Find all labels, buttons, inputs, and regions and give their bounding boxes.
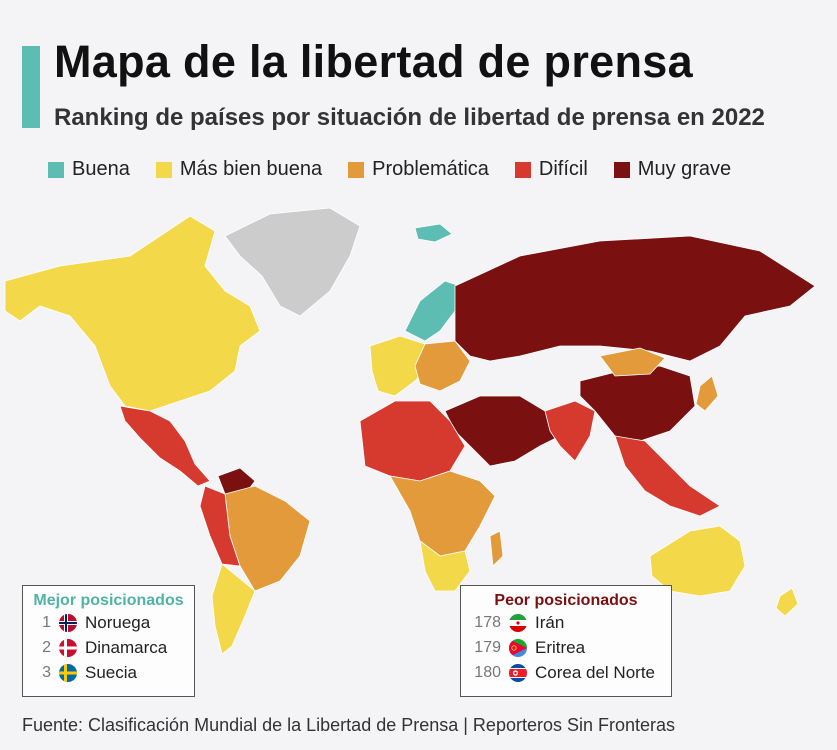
region-central-africa [389, 470, 496, 557]
denmark-flag-icon [59, 638, 77, 657]
country-name: Irán [535, 612, 565, 632]
legend-swatch [613, 161, 630, 178]
region-eastern-europe [414, 340, 471, 392]
rank-number: 180 [474, 663, 501, 681]
rank-row: 178 Irán [461, 610, 671, 635]
world-map [4, 207, 816, 655]
rank-number: 179 [474, 638, 501, 656]
worst-ranked-title: Peor posicionados [494, 592, 638, 609]
region-north-america [4, 215, 261, 412]
rank-row: 1 Noruega [23, 610, 194, 635]
legend-label: Difícil [538, 158, 588, 180]
legend-item-muy-grave: Muy grave [613, 158, 732, 181]
region-western-europe [369, 335, 431, 397]
rank-number: 178 [474, 613, 501, 631]
rank-number: 2 [42, 638, 51, 656]
region-mongolia [599, 347, 666, 377]
region-madagascar [489, 530, 504, 567]
region-scandinavia [404, 280, 461, 342]
north-korea-flag-icon [509, 663, 527, 682]
legend-swatch [348, 161, 365, 178]
country-name: Dinamarca [85, 637, 168, 657]
country-name: Corea del Norte [535, 662, 656, 682]
region-southern-africa [419, 540, 471, 592]
region-southeast-asia [614, 435, 721, 517]
legend-item-mas-bien-buena: Más bien buena [155, 158, 323, 181]
legend: Buena Más bien buena Problemática Difíci… [48, 158, 731, 181]
region-greenland [224, 207, 361, 317]
region-australia [649, 525, 746, 597]
country-name: Suecia [85, 662, 137, 682]
legend-label: Muy grave [637, 158, 732, 180]
legend-item-dificil: Difícil [514, 158, 588, 181]
rank-row: 2 Dinamarca [23, 635, 194, 660]
region-china [579, 365, 696, 442]
rank-row: 3 Suecia [23, 660, 194, 685]
legend-item-buena: Buena [48, 158, 130, 181]
country-name: Noruega [85, 612, 151, 632]
legend-swatch [155, 161, 172, 178]
legend-swatch [48, 161, 64, 178]
region-india [544, 400, 596, 462]
page-subtitle: Ranking de países por situación de liber… [54, 104, 765, 131]
best-ranked-title: Mejor posicionados [33, 592, 184, 609]
region-iceland [414, 223, 453, 243]
region-north-africa [359, 400, 466, 482]
page-title: Mapa de la libertad de prensa [54, 36, 693, 87]
legend-item-problematica: Problemática [348, 158, 489, 181]
rank-row: 179 Eritrea [461, 635, 671, 660]
eritrea-flag-icon [509, 638, 527, 657]
region-new-zealand [775, 587, 799, 617]
region-south-america-west [199, 485, 241, 567]
region-southern-cone [211, 563, 256, 655]
rank-number: 1 [42, 613, 51, 631]
best-ranked-box: Mejor posicionados 1 Noruega 2 Dinamarca… [22, 585, 195, 697]
country-name: Eritrea [535, 637, 586, 657]
legend-label: Más bien buena [179, 158, 323, 180]
worst-ranked-box: Peor posicionados 178 Irán 179 Eritrea 1… [460, 585, 672, 697]
legend-label: Buena [72, 158, 130, 180]
region-russia [454, 235, 816, 362]
sweden-flag-icon [59, 663, 77, 682]
region-south-america-east [224, 485, 311, 592]
legend-label: Problemática [372, 158, 489, 180]
title-accent-bar [22, 46, 40, 128]
norway-flag-icon [59, 613, 77, 632]
legend-swatch [514, 161, 531, 178]
rank-number: 3 [42, 663, 51, 681]
region-japan [695, 375, 719, 412]
rank-row: 180 Corea del Norte [461, 660, 671, 685]
region-mexico-central-america [119, 405, 211, 487]
region-middle-east [444, 395, 561, 467]
source-note: Fuente: Clasificación Mundial de la Libe… [22, 715, 676, 735]
iran-flag-icon [509, 613, 527, 632]
